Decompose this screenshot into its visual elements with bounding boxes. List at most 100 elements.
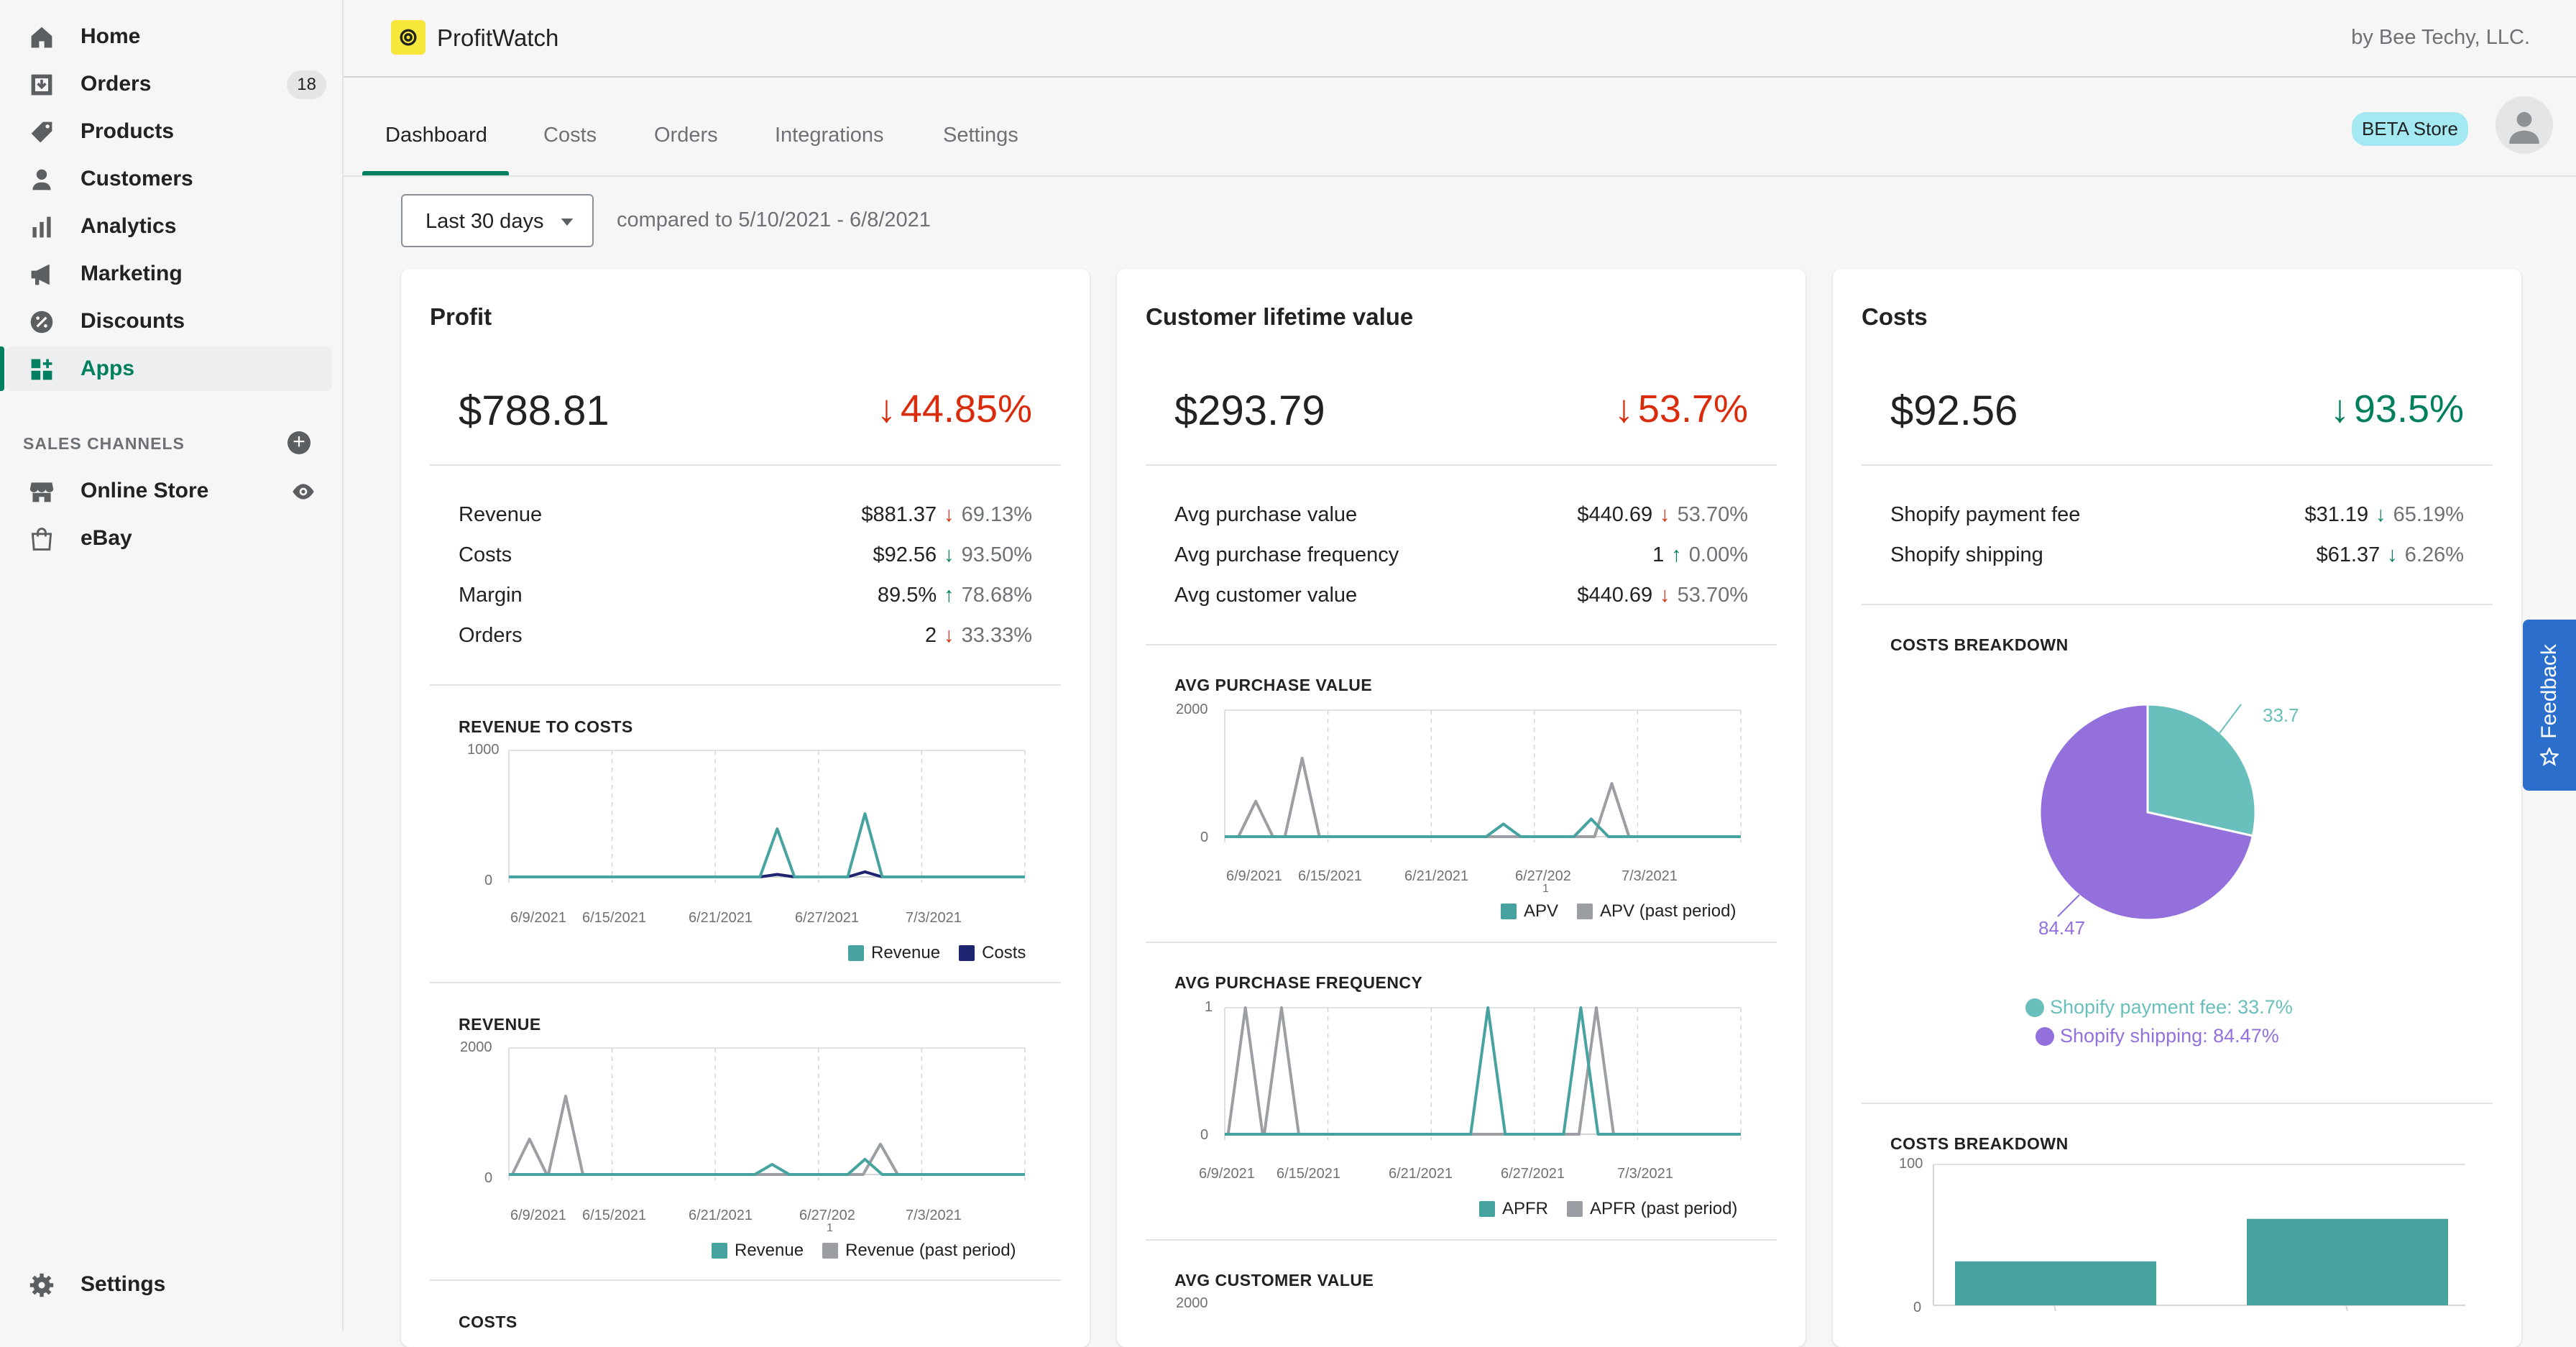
store-badge: BETA Store	[2352, 112, 2468, 146]
sidebar-item-label: Analytics	[80, 214, 177, 238]
tab-costs[interactable]: Costs	[543, 124, 597, 147]
sidebar-item-apps[interactable]: Apps	[0, 346, 332, 391]
x-tick-mark	[2053, 1305, 2056, 1312]
bar	[2247, 1218, 2448, 1305]
metric-row-shipping: Shopify shipping $61.37 ↓ 6.26%	[1890, 543, 2464, 572]
clv-value: $293.79	[1174, 387, 1325, 434]
legend-swatch	[1577, 904, 1593, 919]
bar-chart-icon	[32, 216, 51, 238]
revenue-to-costs-chart	[508, 750, 1026, 883]
sidebar-item-label: Orders	[80, 72, 152, 96]
apf-chart	[1224, 1006, 1742, 1140]
sidebar-item-customers[interactable]: Customers	[6, 157, 332, 201]
costs-breakdown-title: COSTS BREAKDOWN	[1890, 635, 2069, 654]
sidebar-item-products[interactable]: Products	[6, 109, 332, 154]
x-tick: 6/9/2021	[510, 910, 566, 926]
chart-legend: Revenue Costs	[848, 943, 1026, 963]
legend-label: APV (past period)	[1600, 901, 1736, 921]
x-tick: 6/21/2021	[1389, 1166, 1453, 1182]
clv-change: ↓ 53.7%	[1614, 387, 1748, 431]
date-range-value: Last 30 days	[426, 210, 544, 233]
sidebar-item-label: eBay	[80, 526, 132, 550]
y-tick: 100	[1899, 1156, 1923, 1172]
add-channel-icon[interactable]: +	[288, 431, 310, 454]
divider	[430, 464, 1061, 466]
x-tick: 6/15/2021	[582, 1208, 646, 1223]
tab-dashboard[interactable]: Dashboard	[385, 124, 487, 147]
tab-bar: Dashboard Costs Orders Integrations Sett…	[344, 79, 2576, 177]
apfr-line	[1225, 1006, 1741, 1136]
store-icon	[29, 482, 54, 502]
metric-value: 2	[925, 624, 937, 647]
profit-change-value: 44.85%	[900, 387, 1032, 431]
legend-label: APV	[1524, 901, 1559, 921]
pie-slice	[2146, 703, 2257, 837]
divider	[1146, 644, 1777, 645]
metric-row-revenue: Revenue $881.37 ↓ 69.13%	[459, 503, 1032, 532]
feedback-button[interactable]: Feedback	[2523, 620, 2576, 791]
costs-value: $92.56	[1890, 387, 2018, 434]
sidebar-item-orders[interactable]: Orders 18	[6, 62, 332, 106]
sidebar-item-online-store[interactable]: Online Store	[6, 469, 332, 513]
sidebar-item-settings[interactable]: Settings	[6, 1262, 332, 1307]
revenue-to-costs-title: REVENUE TO COSTS	[459, 717, 633, 736]
metric-pct: 93.50%	[961, 543, 1032, 566]
profit-card: Profit $788.81 ↓ 44.85% Revenue $881.37 ↓ 69…	[401, 269, 1090, 1347]
profit-value: $788.81	[459, 387, 610, 434]
x-tick: 6/21/2021	[1404, 868, 1468, 884]
metric-label: Shopify payment fee	[1890, 503, 2081, 526]
metric-value: 1	[1652, 543, 1665, 566]
legend-label: Costs	[982, 943, 1026, 962]
y-tick: 1	[1205, 999, 1213, 1015]
y-tick: 2000	[1176, 1295, 1208, 1311]
divider	[430, 1279, 1061, 1281]
tab-integrations[interactable]: Integrations	[775, 124, 884, 147]
metric-row-apv: Avg purchase value $440.69 ↓ 53.70%	[1174, 503, 1748, 532]
metric-row-margin: Margin 89.5% ↑ 78.68%	[459, 584, 1032, 612]
tab-settings[interactable]: Settings	[943, 124, 1018, 147]
metric-label: Avg customer value	[1174, 584, 1358, 607]
y-tick: 0	[484, 1170, 493, 1186]
sidebar-item-home[interactable]: Home	[6, 14, 332, 59]
tab-orders[interactable]: Orders	[654, 124, 718, 147]
legend-swatch	[2025, 998, 2044, 1017]
arrow-down-icon: ↓	[1614, 387, 1634, 431]
divider	[430, 684, 1061, 686]
person-icon	[32, 169, 51, 190]
avatar[interactable]	[2496, 96, 2553, 154]
home-icon	[31, 27, 52, 48]
apfr-past-line	[1225, 1006, 1741, 1136]
arrow-down-icon: ↓	[944, 624, 954, 647]
clv-card-title: Customer lifetime value	[1146, 303, 1414, 330]
metric-pct: 53.70%	[1677, 503, 1748, 526]
eye-icon[interactable]	[292, 482, 315, 502]
profitwatch-logo-icon	[391, 20, 426, 55]
sidebar-item-analytics[interactable]: Analytics	[6, 204, 332, 249]
metric-label: Margin	[459, 584, 523, 607]
sidebar-item-discounts[interactable]: Discounts	[6, 299, 332, 344]
metric-pct: 78.68%	[961, 584, 1032, 607]
sidebar-item-marketing[interactable]: Marketing	[6, 252, 332, 296]
sidebar-item-label: Settings	[80, 1272, 166, 1296]
x-tick: 6/15/2021	[582, 910, 646, 926]
date-range-select[interactable]: Last 30 days	[401, 194, 594, 247]
app-name: ProfitWatch	[437, 24, 559, 51]
legend-label: APFR (past period)	[1590, 1199, 1738, 1218]
sidebar-item-label: Discounts	[80, 309, 185, 333]
star-icon	[2540, 747, 2559, 766]
x-tick: 6/21/2021	[689, 910, 753, 926]
arrow-down-icon: ↓	[944, 503, 954, 526]
divider	[1146, 1239, 1777, 1241]
revenue-line	[509, 812, 1025, 878]
legend-swatch	[1479, 1201, 1495, 1217]
metric-pct: 69.13%	[961, 503, 1032, 526]
x-tick: 7/3/2021	[906, 910, 962, 926]
sidebar-item-ebay[interactable]: eBay	[6, 516, 332, 561]
x-tick: 6/27/2021	[1501, 1166, 1565, 1182]
clv-change-value: 53.7%	[1637, 387, 1748, 431]
bag-icon	[31, 528, 52, 551]
orders-icon	[31, 74, 52, 96]
clv-card: Customer lifetime value $293.79 ↓ 53.7% A…	[1117, 269, 1806, 1347]
x-tick-overflow: 1	[1542, 883, 1549, 895]
profit-change: ↓ 44.85%	[877, 387, 1032, 431]
